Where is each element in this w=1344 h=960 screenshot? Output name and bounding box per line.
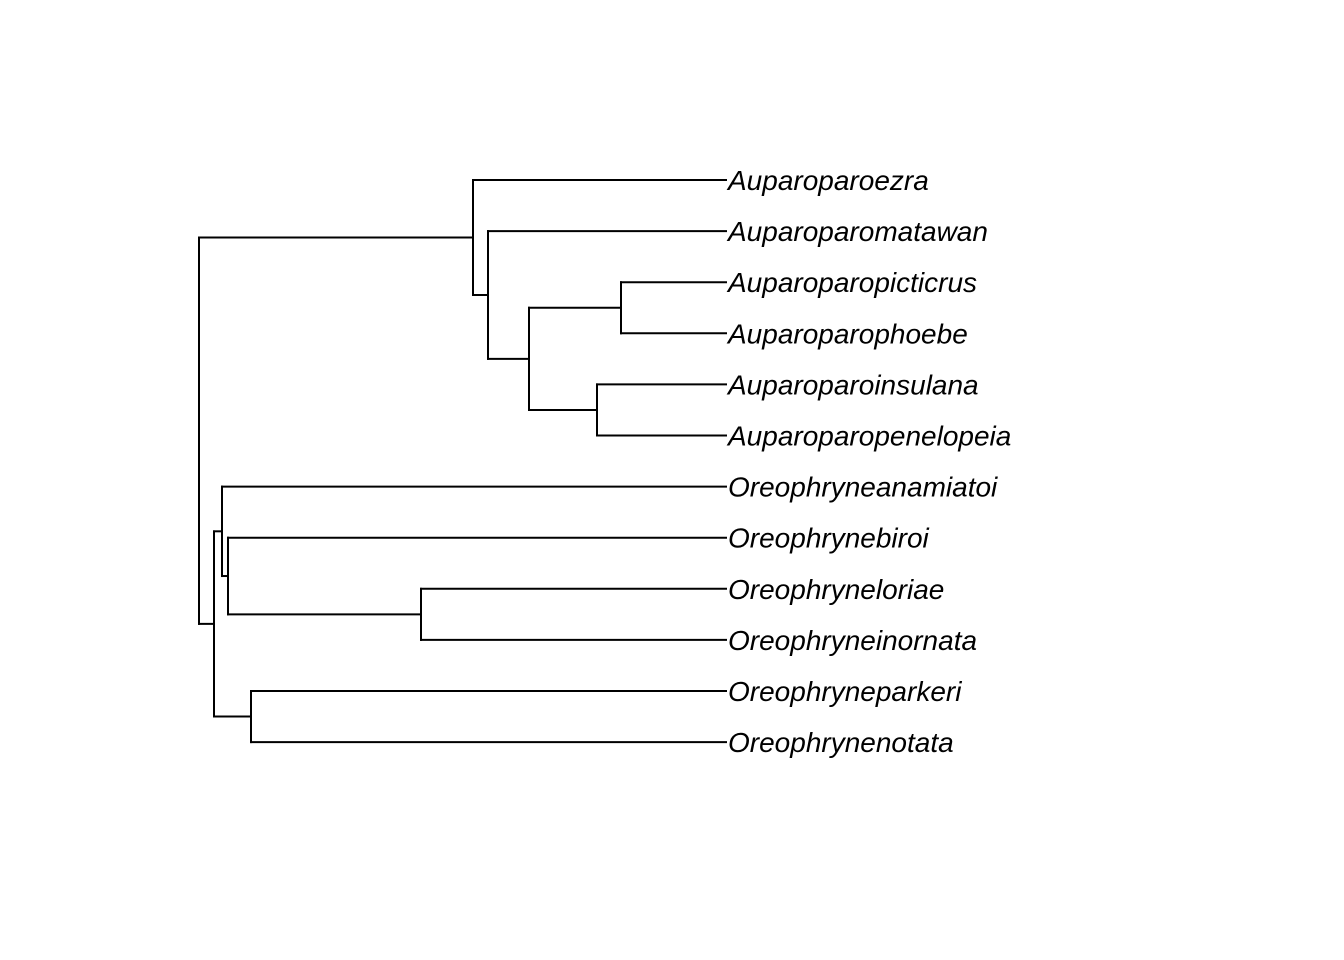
tip-label: Oreophryneinornata	[728, 625, 977, 656]
tip-label: Auparoparopicticrus	[726, 267, 977, 298]
tip-label: Auparoparophoebe	[726, 318, 968, 349]
tip-label: Auparoparoinsulana	[726, 369, 979, 400]
tip-label: Oreophryneloriae	[728, 574, 944, 605]
tip-label: Oreophrynenotata	[728, 727, 954, 758]
tip-labels: Auparoparoezra Auparoparomatawan Auparopar…	[726, 165, 1011, 758]
tip-label: Auparoparomatawan	[726, 216, 988, 247]
tip-label: Oreophrynebiroi	[728, 523, 930, 554]
tree-branches	[198, 179, 727, 744]
tip-label: Oreophryneparkeri	[728, 676, 962, 707]
tip-label: Auparoparoezra	[726, 165, 929, 196]
tip-label: Auparoparopenelopeia	[726, 421, 1011, 452]
tip-label: Oreophryneanamiatoi	[728, 472, 998, 503]
